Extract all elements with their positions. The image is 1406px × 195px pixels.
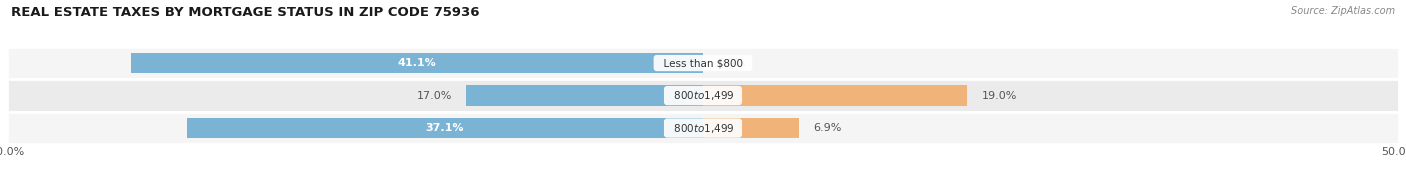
Text: 41.1%: 41.1%	[398, 58, 436, 68]
Text: $800 to $1,499: $800 to $1,499	[666, 89, 740, 102]
Text: $800 to $1,499: $800 to $1,499	[666, 121, 740, 135]
Text: Less than $800: Less than $800	[657, 58, 749, 68]
Bar	[703, 118, 799, 138]
Text: REAL ESTATE TAXES BY MORTGAGE STATUS IN ZIP CODE 75936: REAL ESTATE TAXES BY MORTGAGE STATUS IN …	[11, 6, 479, 19]
Text: 17.0%: 17.0%	[418, 90, 453, 101]
Bar	[187, 118, 703, 138]
Bar	[7, 47, 1399, 79]
Text: 0.0%: 0.0%	[717, 58, 745, 68]
Text: 37.1%: 37.1%	[426, 123, 464, 133]
Bar	[467, 85, 703, 106]
Bar	[7, 112, 1399, 144]
Text: 19.0%: 19.0%	[981, 90, 1017, 101]
Bar	[131, 53, 703, 73]
Text: 6.9%: 6.9%	[813, 123, 841, 133]
Bar	[703, 85, 967, 106]
Bar	[7, 79, 1399, 112]
Text: Source: ZipAtlas.com: Source: ZipAtlas.com	[1291, 6, 1395, 16]
